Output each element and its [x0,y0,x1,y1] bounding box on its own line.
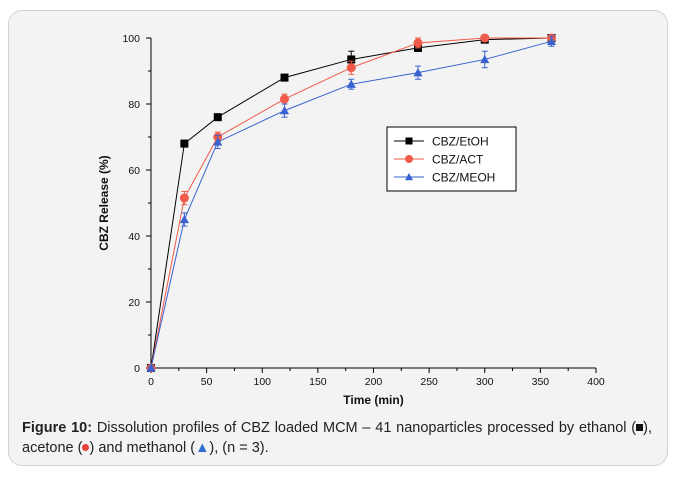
data-point-cbz-etoh [280,73,289,82]
y-tick-label: 40 [128,231,140,243]
data-point-cbz-meoh [480,54,490,64]
x-tick-label: 250 [420,376,438,388]
legend-label: CBZ/MEOH [432,171,495,185]
data-point-cbz-act [346,63,356,73]
x-axis-label: Time (min) [343,393,403,407]
data-point-cbz-act [480,33,490,43]
data-point-cbz-etoh [180,139,189,148]
series-line-cbz-act [150,37,552,369]
x-tick-label: 300 [476,376,494,388]
methanol-triangle-icon: ▲ [195,440,210,456]
x-tick-label: 400 [587,376,605,388]
data-point-cbz-etoh [213,113,222,122]
series-line-cbz-etoh [150,37,552,369]
y-tick-label: 100 [122,33,140,45]
x-tick-label: 0 [148,376,154,388]
caption-text-2: ), acetone ( [22,420,652,456]
dissolution-chart: 0 50 100 150 200 250 300 350 400 0 20 40 60 80 100 Time… [97,33,605,407]
y-tick-label: 20 [128,297,140,309]
data-point-cbz-meoh [146,363,156,372]
data-point-cbz-meoh [213,137,223,146]
legend-marker [405,155,413,163]
y-tick-label: 0 [134,363,140,375]
data-point-cbz-meoh [279,106,290,115]
series-cbz-meoh [146,35,557,372]
figure-panel [8,10,668,466]
caption-label: Figure 10: [22,420,93,436]
x-tick-label: 200 [365,376,383,388]
data-point-cbz-act [280,94,289,104]
legend-marker [405,137,413,145]
data-point-cbz-act [179,193,189,203]
data-point-cbz-meoh [413,68,423,77]
ethanol-square-icon [636,424,644,431]
legend-marker [404,172,414,181]
caption-text-4: ), (n = 3). [209,440,269,456]
x-tick-label: 150 [309,376,327,388]
legend-label: CBZ/EtOH [432,135,489,149]
figure-caption: Figure 10: Dissolution profiles of CBZ l… [22,418,652,458]
x-tick-label: 50 [201,376,213,388]
series-line-cbz-meoh [150,40,552,369]
chart-series [146,33,557,373]
data-point-cbz-act [413,38,423,48]
caption-text-1: Dissolution profiles of CBZ loaded MCM –… [92,420,637,436]
x-tick-label: 100 [253,376,271,388]
data-point-cbz-meoh [546,36,557,45]
caption-text-3: ) and methanol ( [89,440,196,456]
data-point-cbz-meoh [346,79,356,88]
data-point-cbz-meoh [179,214,189,224]
y-tick-label: 60 [128,165,140,177]
y-axis-label: CBZ Release (%) [97,155,111,250]
chart-legend: CBZ/EtOH CBZ/ACT CBZ/MEOH [386,126,517,192]
x-tick-label: 350 [532,376,550,388]
chart-axes: 0 50 100 150 200 250 300 350 400 0 20 40 60 80 100 Time… [97,33,605,407]
acetone-circle-icon [82,444,90,451]
y-tick-label: 80 [128,99,140,111]
legend-label: CBZ/ACT [432,153,484,167]
data-point-cbz-etoh [347,55,356,64]
